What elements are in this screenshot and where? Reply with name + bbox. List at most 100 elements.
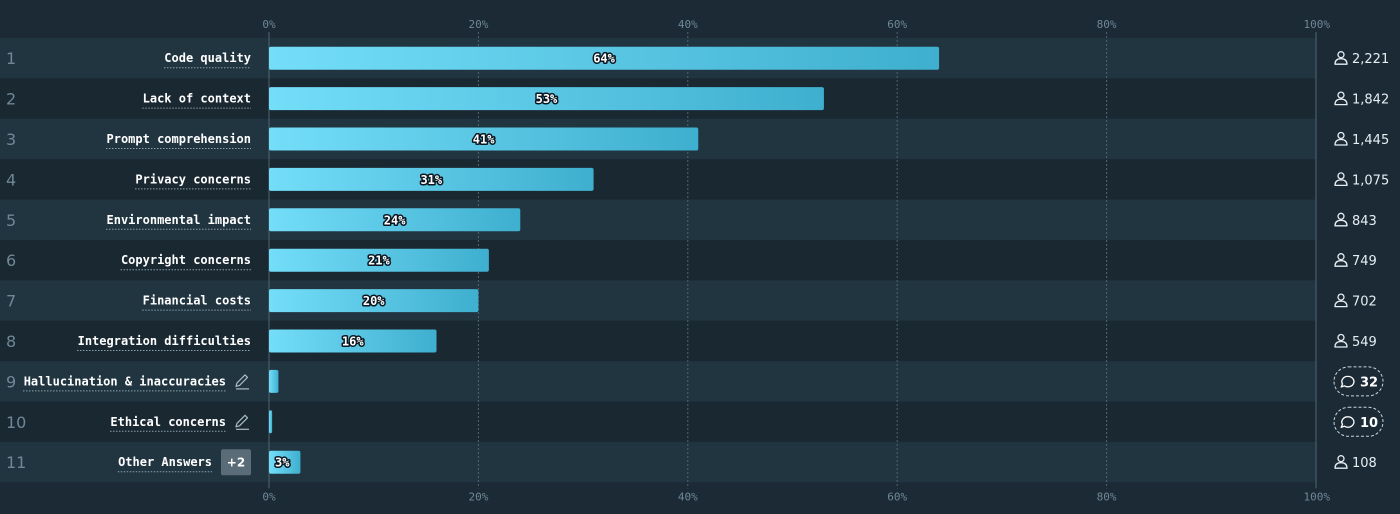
row-band: [0, 240, 1316, 281]
x-axis-bottom: 0% 20% 40% 60% 80% 100%: [262, 490, 1330, 503]
row-label: Environmental impact: [107, 213, 252, 227]
bar: [269, 410, 273, 434]
respondent-count: 749: [1352, 254, 1377, 269]
comment-count-badge: [1333, 366, 1384, 397]
bar-value-label: 16%: [342, 335, 364, 349]
bar: [269, 329, 437, 353]
row-label: Lack of context: [143, 92, 251, 106]
x-tick-label: 20%: [468, 18, 488, 31]
row-band: [0, 361, 1316, 402]
bar-value-label: 31%: [420, 173, 442, 187]
x-tick-label: 20%: [468, 490, 488, 503]
respondent-count: 2,221: [1352, 52, 1389, 67]
x-tick-label: 80%: [1097, 18, 1117, 31]
x-tick-label: 60%: [887, 490, 907, 503]
row-band: [0, 199, 1316, 240]
row-band: [0, 442, 1316, 483]
row-label: Integration difficulties: [78, 334, 251, 348]
chart-row: 11 Other Answers +2 3% 108: [6, 449, 1377, 476]
x-tick-label: 100%: [1304, 18, 1331, 31]
chart-row: 10 Ethical concerns 10: [6, 406, 1384, 437]
person-icon: [1334, 333, 1348, 348]
comment-count: 32: [1360, 375, 1378, 390]
person-icon: [1334, 172, 1348, 187]
row-band: [0, 320, 1316, 362]
pencil-icon: [235, 374, 249, 390]
bar-value-label: 41%: [473, 133, 495, 147]
speech-bubble-icon: [1340, 375, 1355, 388]
x-tick-label: 40%: [678, 490, 698, 503]
row-label: Financial costs: [143, 294, 251, 308]
bar-value-label: 3%: [275, 456, 290, 470]
row-band: [0, 401, 1316, 442]
bar-value-label: 53%: [536, 92, 558, 106]
respondent-count: 1,445: [1352, 133, 1389, 148]
row-label: Other Answers: [118, 455, 212, 469]
x-tick-label: 100%: [1304, 490, 1331, 503]
bar: [269, 87, 824, 111]
person-icon: [1334, 131, 1348, 146]
row-rank: 4: [6, 170, 16, 189]
x-tick-label: 0%: [262, 18, 276, 31]
x-tick-label: 40%: [678, 18, 698, 31]
chart-row: 2 Lack of context 53% 1,842: [6, 87, 1389, 111]
row-rank: 9: [6, 372, 16, 391]
person-icon: [1334, 91, 1348, 106]
row-label: Hallucination & inaccuracies: [24, 374, 226, 388]
person-icon: [1334, 293, 1348, 308]
row-label: Prompt comprehension: [107, 132, 252, 146]
bar: [269, 167, 594, 191]
respondent-count: 843: [1352, 214, 1377, 229]
respondent-count: 702: [1352, 295, 1377, 310]
person-icon: [1334, 253, 1348, 267]
row-rank: 8: [6, 332, 16, 351]
chart-row: 5 Environmental impact 24% 843: [6, 208, 1377, 232]
x-axis-top: 0% 20% 40% 60% 80% 100%: [262, 18, 1330, 31]
speech-bubble-icon: [1340, 416, 1355, 429]
chart-row: 9 Hallucination & inaccuracies 32: [6, 366, 1384, 397]
bar: [269, 289, 479, 313]
more-answers-count: +2: [227, 456, 245, 470]
bar: [269, 46, 940, 70]
respondent-count: 1,075: [1352, 173, 1389, 188]
bar: [269, 369, 279, 393]
person-icon: [1334, 51, 1348, 65]
chart-row: 1 Code quality 64% 2,221: [6, 46, 1389, 70]
person-icon: [1334, 455, 1348, 469]
person-icon: [1334, 212, 1348, 227]
pencil-icon: [235, 414, 249, 430]
row-rank: 10: [6, 413, 26, 432]
row-rank: 1: [6, 49, 16, 68]
bar-value-label: 21%: [368, 254, 390, 268]
row-label: Copyright concerns: [121, 253, 251, 267]
row-label: Code quality: [164, 51, 251, 65]
bar: [269, 208, 521, 232]
bar: [269, 248, 489, 272]
comment-count: 10: [1360, 416, 1378, 431]
row-label: Privacy concerns: [135, 172, 251, 186]
chart-row: 4 Privacy concerns 31% 1,075: [6, 167, 1389, 191]
x-tick-label: 80%: [1097, 490, 1117, 503]
x-tick-label: 60%: [887, 18, 907, 31]
row-label: Ethical concerns: [110, 415, 226, 429]
comment-count-badge: [1333, 406, 1384, 437]
x-tick-label: 0%: [262, 490, 276, 503]
row-rank: 3: [6, 130, 16, 149]
respondent-count: 549: [1352, 335, 1377, 350]
more-answers-badge: [221, 449, 251, 476]
bar: [269, 450, 301, 474]
respondent-count: 108: [1352, 456, 1377, 471]
row-band: [0, 159, 1316, 200]
bar-value-label: 64%: [593, 52, 615, 66]
chart-row: 6 Copyright concerns 21% 749: [6, 248, 1377, 272]
respondent-count: 1,842: [1352, 93, 1389, 108]
bar-value-label: 24%: [384, 213, 406, 227]
chart-row: 7 Financial costs 20% 702: [6, 289, 1377, 313]
chart-row: 8 Integration difficulties 16% 549: [6, 329, 1377, 353]
bar: [269, 127, 699, 151]
row-bands: [0, 38, 1316, 483]
row-rank: 5: [6, 211, 16, 230]
bar-value-label: 20%: [363, 294, 385, 308]
